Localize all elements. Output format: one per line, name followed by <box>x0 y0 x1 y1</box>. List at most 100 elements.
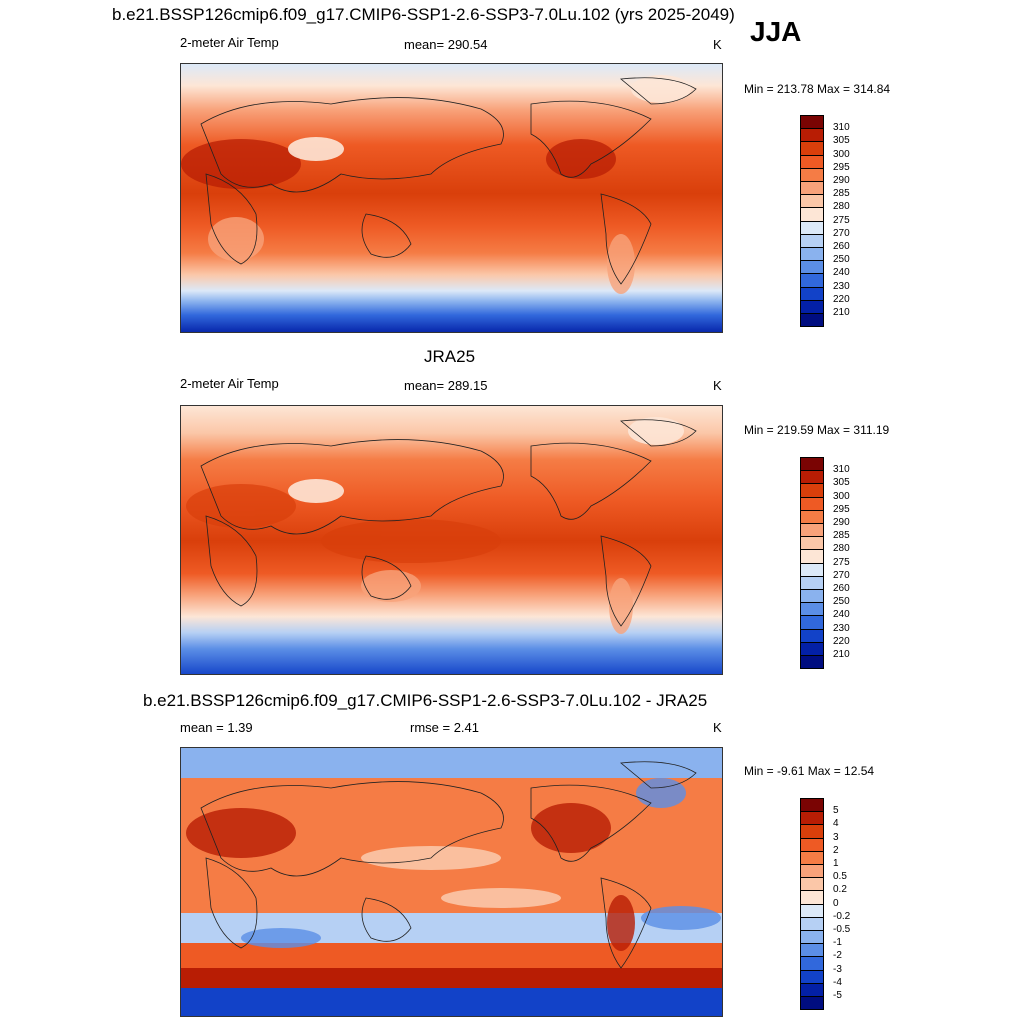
colorbar-swatch <box>800 260 824 275</box>
colorbar-label: 285 <box>833 530 850 542</box>
colorbar-swatch <box>800 496 824 511</box>
colorbar-label: 240 <box>833 267 850 279</box>
colorbar-swatch <box>800 523 824 538</box>
colorbar-label: 290 <box>833 175 850 186</box>
colorbar-swatch <box>800 509 824 524</box>
colorbar-label: 210 <box>833 649 850 660</box>
colorbar-label: 210 <box>833 307 850 318</box>
colorbar-label: 260 <box>833 241 850 252</box>
colorbar-label: 280 <box>833 543 850 555</box>
panel2-mean: mean= 289.15 <box>404 378 488 393</box>
colorbar-label: 250 <box>833 596 850 608</box>
panel3-units: K <box>713 720 722 735</box>
colorbar-label: 290 <box>833 517 850 528</box>
colorbar-swatch <box>800 930 824 945</box>
colorbar-swatch <box>800 483 824 498</box>
colorbar-swatch <box>800 536 824 551</box>
colorbar-label: 295 <box>833 503 850 515</box>
colorbar-label: -0.2 <box>833 910 851 922</box>
colorbar-swatch <box>800 996 824 1011</box>
colorbar-label: 270 <box>833 227 850 239</box>
colorbar-swatch <box>800 850 824 865</box>
panel1-minmax: Min = 213.78 Max = 314.84 <box>744 82 891 96</box>
colorbar-swatch <box>800 615 824 630</box>
colorbar-label: 310 <box>833 122 850 134</box>
colorbar-swatch <box>800 890 824 905</box>
colorbar-swatch <box>800 457 824 472</box>
colorbar-swatch <box>800 299 824 314</box>
panel3-minmax: Min = -9.61 Max = 12.54 <box>744 764 875 778</box>
colorbar-label: 275 <box>833 556 850 568</box>
colorbar-swatch <box>800 167 824 182</box>
colorbar-swatch <box>800 286 824 301</box>
colorbar-swatch <box>800 313 824 328</box>
colorbar-label: 230 <box>833 280 850 292</box>
colorbar-label: 5 <box>833 805 839 817</box>
colorbar-label: 295 <box>833 161 850 173</box>
colorbar-label: 300 <box>833 148 850 160</box>
colorbar-label: 250 <box>833 254 850 266</box>
colorbar-label: 0.2 <box>833 884 847 896</box>
colorbar-swatch <box>800 589 824 604</box>
colorbar-swatch <box>800 969 824 984</box>
colorbar-swatch <box>800 837 824 852</box>
main-title: b.e21.BSSP126cmip6.f09_g17.CMIP6-SSP1-2.… <box>112 5 735 24</box>
colorbar-label: 220 <box>833 293 850 305</box>
panel2-minmax: Min = 219.59 Max = 311.19 <box>744 423 890 437</box>
panel1-units: K <box>713 37 722 52</box>
colorbar-swatch <box>800 916 824 931</box>
colorbar-swatch <box>800 181 824 196</box>
colorbar-label: 1 <box>833 858 839 869</box>
colorbar-label: 270 <box>833 569 850 581</box>
colorbar-swatch <box>800 811 824 826</box>
colorbar-swatch <box>800 956 824 971</box>
colorbar-label: 300 <box>833 490 850 502</box>
colorbar-swatch <box>800 824 824 839</box>
colorbar-swatch <box>800 549 824 564</box>
colorbar-swatch <box>800 154 824 169</box>
colorbar-swatch <box>800 798 824 813</box>
colorbar-label: -4 <box>833 976 842 988</box>
colorbar-swatch <box>800 470 824 485</box>
colorbar-swatch <box>800 864 824 879</box>
colorbar-swatch <box>800 141 824 156</box>
colorbar-label: 275 <box>833 214 850 226</box>
panel2-variable: 2-meter Air Temp <box>180 376 279 391</box>
colorbar-label: -5 <box>833 990 842 1001</box>
colorbar-swatch <box>800 562 824 577</box>
colorbar-swatch <box>800 943 824 958</box>
colorbar-swatch <box>800 655 824 670</box>
colorbar-swatch <box>800 602 824 617</box>
colorbar-label: 260 <box>833 583 850 594</box>
panel1-mean: mean= 290.54 <box>404 37 488 52</box>
panel1-map <box>180 63 723 333</box>
panel3-rmse: rmse = 2.41 <box>410 720 480 735</box>
colorbar-label: -0.5 <box>833 924 851 935</box>
colorbar-swatch <box>800 128 824 143</box>
colorbar-label: 3 <box>833 831 839 843</box>
colorbar-label: 230 <box>833 622 850 634</box>
colorbar-label: 4 <box>833 818 839 830</box>
panel2-title: JRA25 <box>424 347 476 366</box>
colorbar-label: 280 <box>833 201 850 213</box>
colorbar-label: 310 <box>833 464 850 476</box>
colorbar-swatch <box>800 628 824 643</box>
colorbar-label: 305 <box>833 135 850 147</box>
colorbar-swatch <box>800 194 824 209</box>
panel3-title: b.e21.BSSP126cmip6.f09_g17.CMIP6-SSP1-2.… <box>143 691 708 710</box>
colorbar-swatch <box>800 247 824 262</box>
colorbar-label: -1 <box>833 937 842 949</box>
colorbar-swatch <box>800 115 824 130</box>
colorbar-swatch <box>800 233 824 248</box>
colorbar-swatch <box>800 982 824 997</box>
colorbar-label: -3 <box>833 963 842 975</box>
colorbar-label: 0 <box>833 897 839 909</box>
colorbar-swatch <box>800 207 824 222</box>
colorbar-swatch <box>800 220 824 235</box>
colorbar-label: 305 <box>833 477 850 489</box>
colorbar-label: -2 <box>833 950 842 962</box>
colorbar-swatch <box>800 575 824 590</box>
panel3-map <box>180 747 723 1017</box>
colorbar-label: 240 <box>833 609 850 621</box>
panel2-map <box>180 405 723 675</box>
